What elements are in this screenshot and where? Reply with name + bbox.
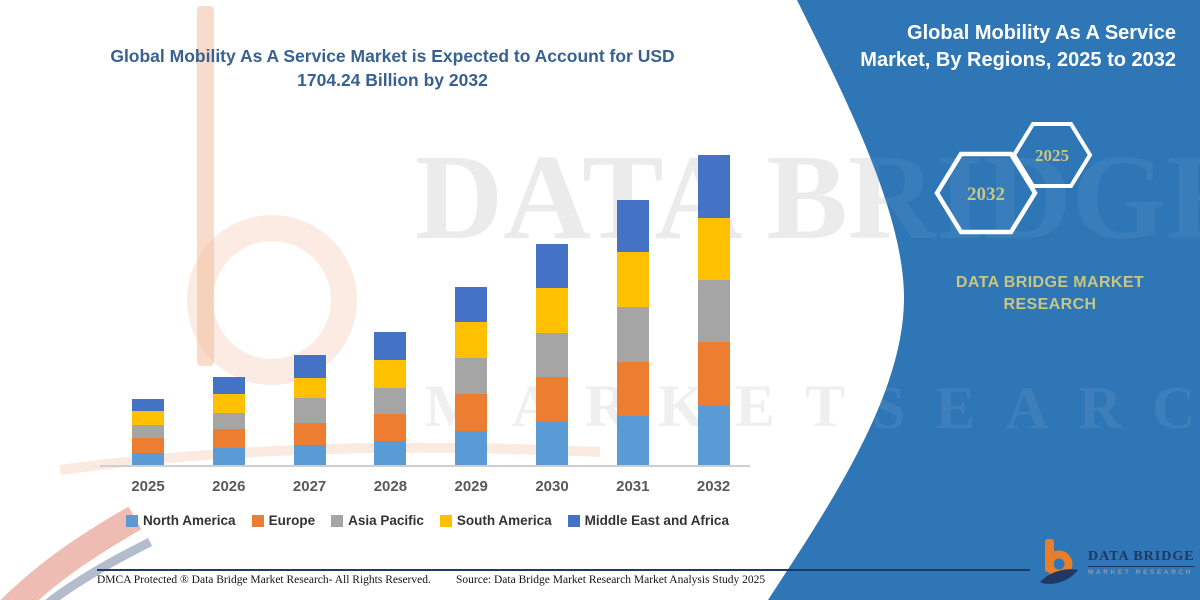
legend-label: South America <box>456 513 552 528</box>
legend-label: North America <box>143 513 236 528</box>
legend-item-north-america: North America <box>126 513 236 528</box>
bar-segment-south-america <box>132 410 164 426</box>
watermark-panel-row2: SEARCH <box>872 375 1200 441</box>
bar-segment-middle-east-and-africa <box>374 332 407 361</box>
stacked-bar-2032 <box>697 154 730 466</box>
bar-segment-europe <box>536 377 568 422</box>
x-axis-label-2026: 2026 <box>212 478 246 495</box>
bar-segment-asia-pacific <box>374 388 407 415</box>
footer-divider-line <box>97 569 1030 571</box>
bar-segment-europe <box>616 361 649 417</box>
legend-item-asia-pacific: Asia Pacific <box>331 513 424 528</box>
stacked-bar-2025 <box>132 398 164 466</box>
chart-legend: North America Europe Asia Pacific South Ame… <box>100 513 755 528</box>
footer-dmca-text: DMCA Protected ® Data Bridge Market Rese… <box>97 574 431 586</box>
stacked-bar-2030 <box>536 243 568 466</box>
bar-segment-asia-pacific <box>455 358 488 395</box>
legend-swatch-icon <box>567 514 580 527</box>
chart-title: Global Mobility As A Service Market is E… <box>110 46 675 90</box>
bar-segment-europe <box>212 428 245 448</box>
bar-segment-asia-pacific <box>616 306 649 362</box>
bar-segment-north-america <box>212 447 245 466</box>
bar-segment-south-america <box>293 378 326 399</box>
legend-swatch-icon <box>126 514 139 527</box>
data-bridge-logo: DATA BRIDGE MARKET RESEARCH <box>1038 537 1195 587</box>
bar-segment-asia-pacific <box>536 332 568 378</box>
bar-segment-north-america <box>374 440 407 466</box>
legend-label: Middle East and Africa <box>584 513 729 528</box>
stacked-bar-2026 <box>212 376 245 466</box>
x-axis-line <box>100 465 750 467</box>
bar-segment-middle-east-and-africa <box>697 154 730 219</box>
legend-item-south-america: South America <box>439 513 552 528</box>
x-axis-label-2025: 2025 <box>131 478 165 495</box>
bar-segment-middle-east-and-africa <box>132 398 164 411</box>
bar-segment-asia-pacific <box>293 398 326 423</box>
stacked-bar-2029 <box>455 287 488 466</box>
bar-segment-south-america <box>616 252 649 307</box>
bar-segment-asia-pacific <box>212 412 245 429</box>
stacked-bar-2031 <box>616 199 649 466</box>
bar-segment-middle-east-and-africa <box>616 199 649 253</box>
legend-item-middle-east-and-africa: Middle East and Africa <box>567 513 729 528</box>
bar-segment-europe <box>697 342 730 407</box>
year-hexagons: 2032 2025 <box>934 122 1093 235</box>
stacked-bar-2027 <box>293 355 326 466</box>
bar-segment-middle-east-and-africa <box>536 243 568 288</box>
bar-segment-north-america <box>293 444 326 466</box>
footer-source-text: Source: Data Bridge Market Research Mark… <box>456 574 766 586</box>
bar-segment-asia-pacific <box>132 425 164 439</box>
bar-segment-north-america <box>455 430 488 466</box>
bar-segment-asia-pacific <box>697 279 730 343</box>
bar-segment-middle-east-and-africa <box>212 376 245 395</box>
bar-segment-europe <box>374 414 407 441</box>
logo-subtitle-text: MARKET RESEARCH <box>1088 568 1194 576</box>
hexagon-2032-label: 2032 <box>967 184 1005 205</box>
x-axis-label-2031: 2031 <box>616 478 650 495</box>
panel-brand-line2: RESEARCH <box>1003 296 1097 313</box>
logo-name-text: DATA BRIDGE <box>1088 549 1195 567</box>
bar-segment-middle-east-and-africa <box>293 355 326 379</box>
side-panel-title: Global Mobility As A Service Market, By … <box>860 22 1176 71</box>
panel-brand-line1: DATA BRIDGE MARKET <box>955 274 1145 291</box>
watermark-text-row2: MARKET RESEARCH <box>425 373 1200 439</box>
legend-item-europe: Europe <box>251 513 316 528</box>
bar-segment-europe <box>293 422 326 445</box>
x-axis-label-2032: 2032 <box>696 478 731 495</box>
panel-brand-text: DATA BRIDGE MARKET RESEARCH <box>930 272 1170 316</box>
bar-segment-north-america <box>697 406 730 466</box>
bar-segment-south-america <box>536 287 568 333</box>
logo-wordmark: DATA BRIDGE MARKET RESEARCH <box>1088 549 1195 576</box>
bar-segment-north-america <box>536 422 568 466</box>
bar-segment-south-america <box>212 394 245 413</box>
bar-segment-south-america <box>455 322 488 359</box>
x-axis-label-2029: 2029 <box>454 478 488 495</box>
hexagon-2025-label: 2025 <box>1035 146 1069 165</box>
x-axis-label-2028: 2028 <box>373 478 408 495</box>
x-axis-label-2027: 2027 <box>292 478 327 495</box>
legend-label: Asia Pacific <box>348 513 424 528</box>
bar-segment-europe <box>455 394 488 431</box>
bar-segment-south-america <box>697 218 730 280</box>
legend-swatch-icon <box>331 514 344 527</box>
bar-segment-middle-east-and-africa <box>455 287 488 323</box>
legend-label: Europe <box>268 513 316 528</box>
bar-segment-north-america <box>132 452 164 466</box>
bar-segment-north-america <box>616 416 649 466</box>
bar-segment-europe <box>132 438 164 453</box>
data-bridge-logo-mark <box>1040 539 1078 584</box>
x-axis-label-2030: 2030 <box>535 478 569 495</box>
legend-swatch-icon <box>439 514 452 527</box>
bar-segment-south-america <box>374 360 407 389</box>
stacked-bar-2028 <box>374 332 407 466</box>
legend-swatch-icon <box>251 514 264 527</box>
